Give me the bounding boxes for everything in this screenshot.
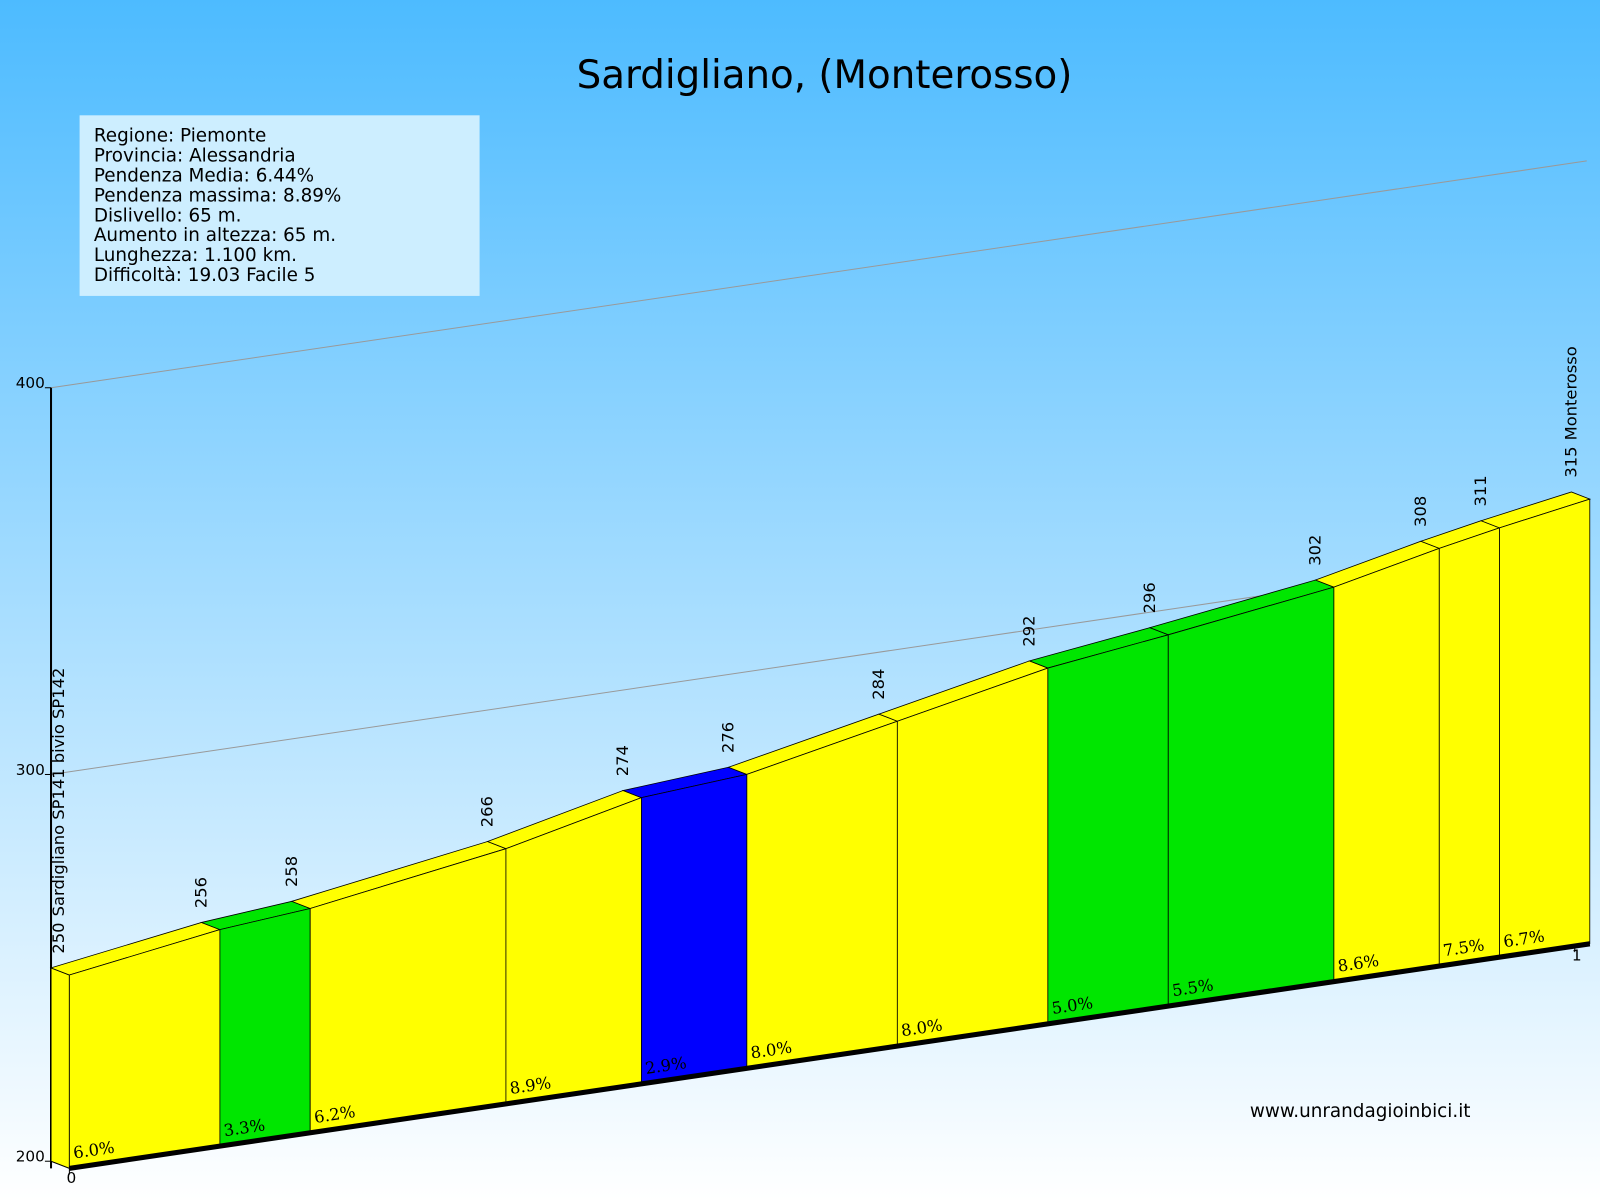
side-face — [50, 967, 70, 1170]
segment-face — [896, 667, 1049, 1047]
elevation-value: 302 — [1305, 535, 1324, 566]
x-tick-label: 0 — [67, 1169, 77, 1187]
info-line: Regione: Piemonte — [94, 126, 266, 147]
elevation-label: 292 — [1019, 615, 1038, 646]
elevation-label: 302 — [1305, 535, 1324, 566]
grid-line — [50, 160, 1587, 389]
x-tick-label: 1 — [1572, 947, 1582, 965]
elevation-value: 258 — [281, 856, 300, 887]
segment-face — [1047, 634, 1169, 1025]
elevation-value: 266 — [477, 796, 496, 827]
elevation-label: 250 Sardigliano SP141 bivio SP142 — [49, 668, 68, 954]
segment-face — [641, 773, 748, 1085]
segment-face — [746, 720, 898, 1069]
elevation-label: 315 Monterosso — [1561, 346, 1580, 477]
place-name: Sardigliano SP141 bivio SP142 — [49, 668, 68, 917]
info-line: Pendenza massima: 8.89% — [94, 185, 342, 206]
segment-face — [1167, 586, 1335, 1007]
elevation-label: 284 — [868, 669, 887, 700]
info-box — [79, 115, 480, 296]
elevation-label: 276 — [718, 722, 737, 753]
segment-face — [219, 907, 311, 1147]
elevation-value: 250 — [49, 922, 68, 953]
segment-face — [505, 797, 642, 1105]
info-line: Difficoltà: 19.03 Facile 5 — [94, 265, 316, 286]
elevation-label: 256 — [191, 877, 210, 908]
info-line: Provincia: Alessandria — [94, 146, 296, 167]
segment-face — [1438, 527, 1500, 967]
elevation-value: 274 — [613, 745, 632, 776]
elevation-value: 308 — [1410, 496, 1429, 527]
elevation-value: 284 — [868, 669, 887, 700]
info-line: Dislivello: 65 m. — [94, 205, 242, 226]
elevation-label: 274 — [613, 745, 632, 776]
elevation-label: 296 — [1139, 582, 1158, 613]
y-tick-label: 400 — [16, 374, 45, 392]
y-tick-label: 200 — [16, 1148, 45, 1166]
info-line: Lunghezza: 1.100 km. — [94, 245, 297, 266]
elevation-value: 315 — [1561, 446, 1580, 477]
elevation-label: 266 — [477, 796, 496, 827]
elevation-label: 258 — [281, 856, 300, 887]
chart-title: Sardigliano, (Monterosso) — [577, 53, 1073, 98]
elevation-value: 311 — [1471, 475, 1490, 506]
elevation-value: 256 — [191, 877, 210, 908]
elevation-value: 276 — [718, 722, 737, 753]
segment-face — [1499, 498, 1591, 958]
credit: www.unrandagioinbici.it — [1250, 1101, 1471, 1122]
y-tick-label: 300 — [16, 761, 45, 779]
segment-face — [1333, 547, 1440, 983]
info-line: Aumento in altezza: 65 m. — [94, 225, 336, 246]
elevation-label: 308 — [1410, 496, 1429, 527]
place-name: Monterosso — [1561, 346, 1580, 440]
x-axis — [69, 941, 1591, 1171]
info-line: Pendenza Media: 6.44% — [94, 166, 314, 187]
elevation-value: 296 — [1139, 582, 1158, 613]
elevation-label: 311 — [1471, 475, 1490, 506]
elevation-value: 292 — [1019, 615, 1038, 646]
